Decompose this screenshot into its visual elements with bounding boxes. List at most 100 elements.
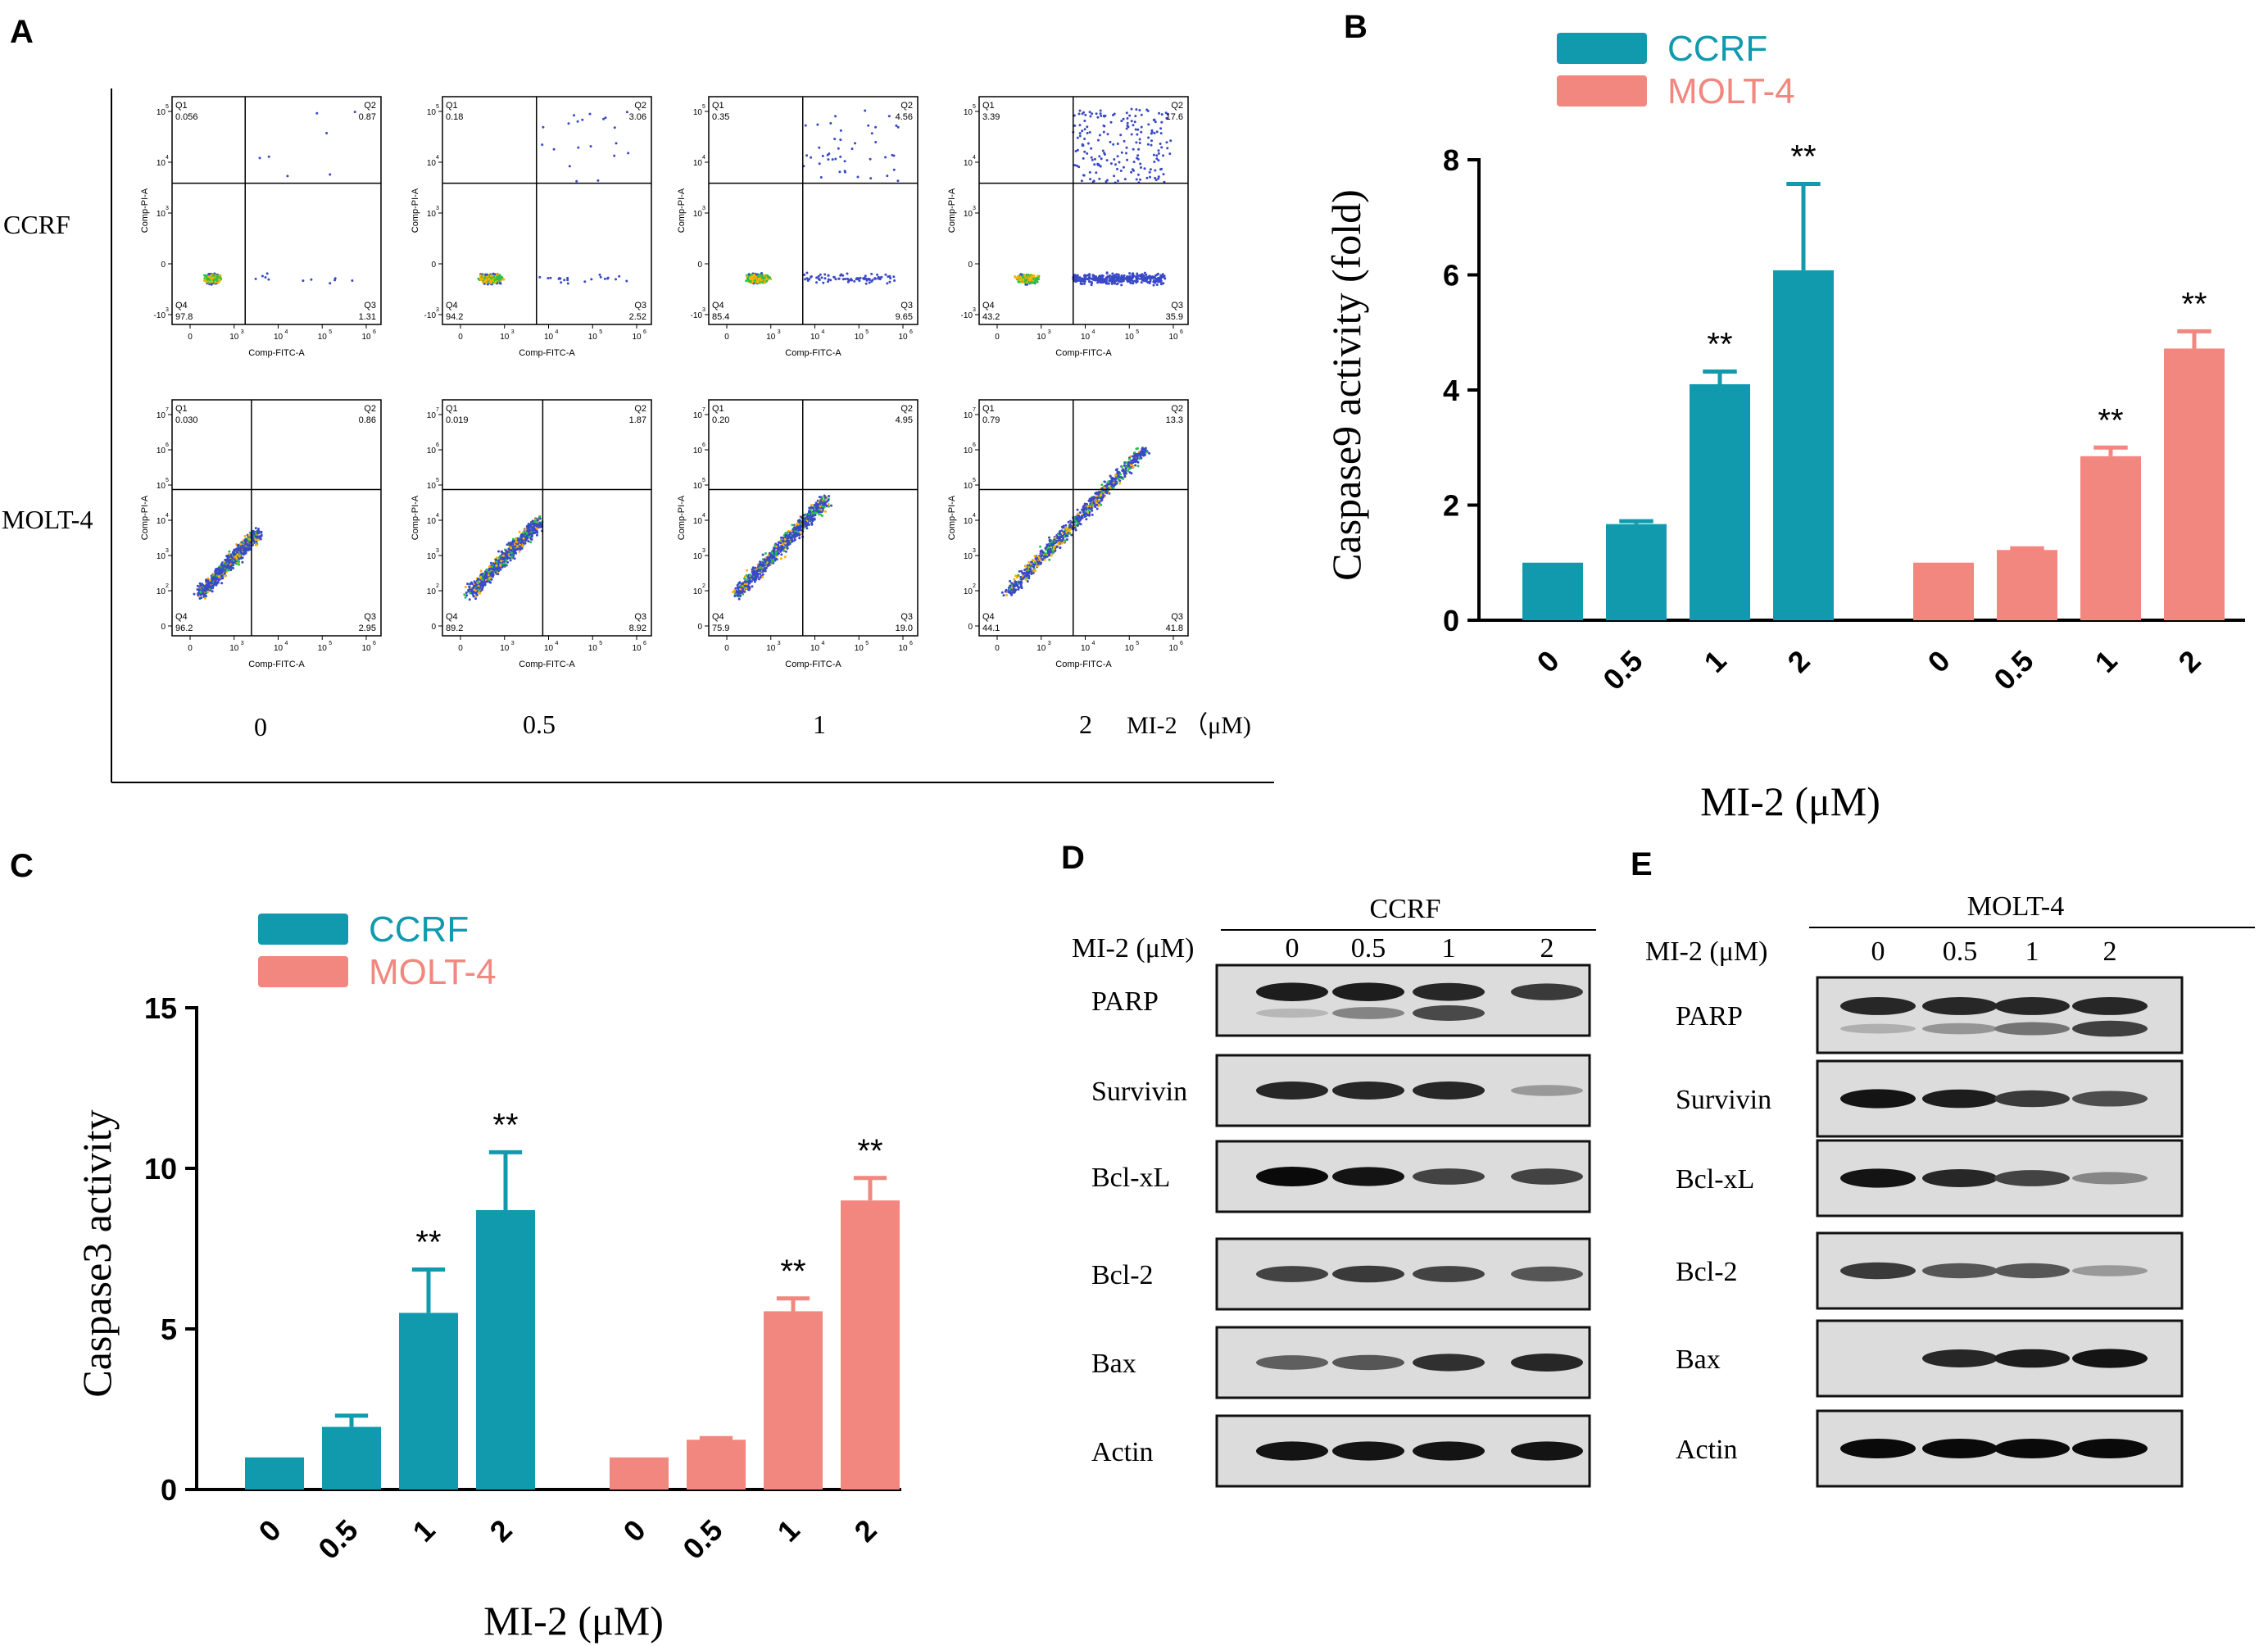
quadrant-text: Q2 xyxy=(634,404,646,414)
quadrant-text: Q1 xyxy=(446,101,458,111)
quadrant-text: Q2 xyxy=(364,101,376,111)
quadrant-text: 75.9 xyxy=(712,623,729,633)
y-tick-exponent: 3 xyxy=(702,206,705,211)
quadrant-text: 0.79 xyxy=(982,415,1000,425)
x-tick-label: 10 xyxy=(544,333,554,342)
blot-dose: 0.5 xyxy=(1351,933,1386,964)
category-label: 0.5 xyxy=(1987,644,2039,696)
y-tick-label: 10 xyxy=(427,411,437,420)
bar xyxy=(1773,270,1834,620)
category-label: 0.5 xyxy=(1596,644,1649,696)
y-tick-exponent: 5 xyxy=(702,104,705,110)
dose-label-0: 0 xyxy=(254,712,267,741)
panel-label-a: A xyxy=(10,14,34,50)
x-tick-label: 10 xyxy=(588,333,598,342)
cleaved-band xyxy=(1332,1007,1404,1019)
quadrant-text: 3.39 xyxy=(982,112,1000,122)
x-axis-label: Comp-FITC-A xyxy=(248,348,305,358)
y-tick-exponent: 5 xyxy=(166,478,169,483)
band xyxy=(1332,1081,1404,1100)
category-label: 2 xyxy=(2172,644,2207,679)
x-tick-exponent: 4 xyxy=(556,641,559,646)
x-axis-title: MI-2 (μM) xyxy=(483,1598,664,1644)
quadrant-text: Q2 xyxy=(900,101,913,111)
quadrant-text: 0.056 xyxy=(175,112,198,122)
quadrant-text: 0.030 xyxy=(175,415,198,425)
x-tick-label: 0 xyxy=(995,333,1000,342)
quadrant-text: Q2 xyxy=(364,404,376,414)
x-tick-exponent: 6 xyxy=(373,641,376,646)
quadrant-text: 97.8 xyxy=(175,312,193,322)
y-axis-title: Caspase9 activity (fold) xyxy=(1323,189,1369,581)
x-tick-label: 10 xyxy=(318,333,328,342)
y-tick-label: 10 xyxy=(964,411,973,420)
quadrant-text: Q1 xyxy=(712,101,724,111)
western-blot-molt4: MOLT-4 MI-2 (μM) 0 0.5 1 2 PARP Survivin Bcl-xL B… xyxy=(1645,891,2255,1488)
blot-dose-label: MI-2 (μM) xyxy=(1072,933,1194,964)
bar xyxy=(245,1457,304,1490)
y-tick-label: 10 xyxy=(693,210,703,219)
x-tick-label: 10 xyxy=(810,333,820,342)
cleaved-band xyxy=(1994,1022,2070,1036)
blot-cell-line: CCRF xyxy=(1370,894,1441,924)
y-tick-label: 10 xyxy=(156,159,166,168)
category-label: 0.5 xyxy=(311,1513,364,1566)
quadrant-text: 94.2 xyxy=(446,312,463,322)
panel-label-c: C xyxy=(10,848,34,884)
band xyxy=(1511,1266,1583,1282)
blot-strip xyxy=(1215,964,1591,1037)
y-tick-exponent: 4 xyxy=(702,513,705,519)
x-tick-label: 10 xyxy=(1081,333,1091,342)
x-tick-exponent: 5 xyxy=(1136,329,1139,335)
quadrant-text: 17.6 xyxy=(1166,112,1183,122)
y-axis-label: Comp-PI-A xyxy=(947,188,957,233)
x-tick-label: 10 xyxy=(1081,644,1091,653)
legend-swatch xyxy=(1557,33,1647,64)
flow-plots: Q10.056Q20.87Q31.31Q497.8Comp-FITC-AComp… xyxy=(140,96,1189,669)
y-tick-exponent: 2 xyxy=(436,583,439,589)
x-axis-label: Comp-FITC-A xyxy=(1055,660,1112,669)
y-tick-exponent: 3 xyxy=(166,206,169,211)
y-tick-label: 0 xyxy=(161,623,166,632)
y-tick-exponent: 4 xyxy=(436,513,439,519)
quadrant-text: 0.019 xyxy=(446,415,469,425)
quadrant-text: Q2 xyxy=(1171,404,1183,414)
band xyxy=(1922,1169,1998,1187)
x-tick-label: 0 xyxy=(188,333,193,342)
quadrant-text: Q3 xyxy=(1171,301,1183,311)
blot-strip xyxy=(1816,976,2184,1054)
x-tick-label: 10 xyxy=(361,644,371,653)
y-axis-label: Comp-PI-A xyxy=(947,495,957,540)
x-axis-label: Comp-FITC-A xyxy=(785,660,841,669)
y-tick-exponent: 2 xyxy=(973,583,976,589)
y-tick-label: 10 xyxy=(156,411,166,420)
x-tick-label: 10 xyxy=(1125,333,1135,342)
bar xyxy=(764,1311,823,1490)
x-tick-exponent: 4 xyxy=(556,329,559,335)
y-tick-exponent: 4 xyxy=(973,155,976,161)
quadrant-text: Q1 xyxy=(175,404,188,414)
x-tick-label: 10 xyxy=(500,333,510,342)
x-tick-label: 10 xyxy=(229,644,239,653)
significance-mark: ** xyxy=(2181,286,2207,322)
quadrant-text: 1.31 xyxy=(359,312,376,322)
x-tick-label: 10 xyxy=(632,333,642,342)
band xyxy=(1413,1354,1485,1372)
y-tick-label: 10 xyxy=(427,552,437,561)
category-label: 2 xyxy=(483,1513,519,1549)
y-tick-label: -10 xyxy=(691,311,703,320)
y-tick-label: 10 xyxy=(144,1152,177,1186)
band xyxy=(1332,1265,1404,1283)
significance-mark: ** xyxy=(1790,139,1816,175)
band xyxy=(1332,1441,1404,1461)
x-tick-label: 0 xyxy=(458,644,463,653)
band xyxy=(1922,1089,1998,1109)
band xyxy=(1840,1262,1916,1280)
y-tick-label: 10 xyxy=(427,447,437,456)
y-tick-exponent: 2 xyxy=(166,583,169,589)
x-tick-exponent: 5 xyxy=(599,641,602,646)
band xyxy=(1840,1168,1916,1188)
x-tick-label: 10 xyxy=(544,644,554,653)
